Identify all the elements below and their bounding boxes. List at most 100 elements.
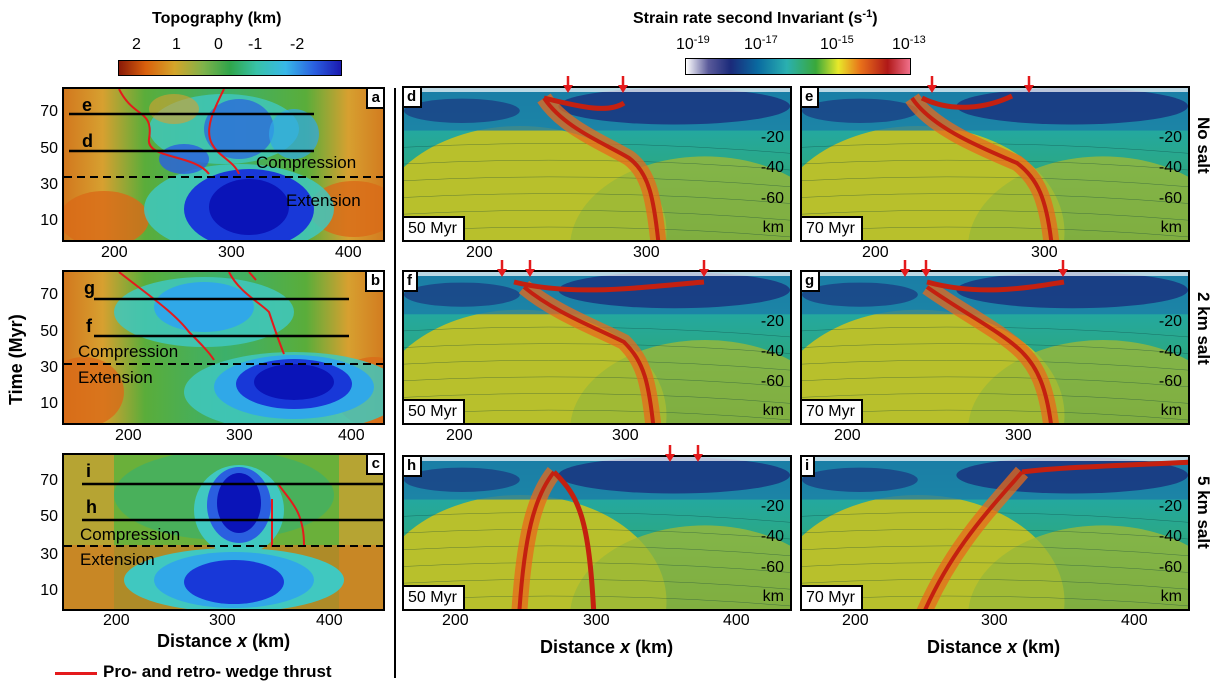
strain-tick: 10-19 [676,34,710,54]
topo-tick: -1 [248,36,263,53]
x-tick: 400 [335,244,362,261]
panel-letter: i [802,457,816,477]
x-tick: 400 [338,427,365,444]
y-tick: 10 [40,212,58,229]
depth-tick: -60 [1158,373,1182,391]
y-tick: 10 [40,395,58,412]
depth-tick: -40 [1158,528,1182,546]
time-label: 50 Myr [404,585,465,609]
strain-colorbar [685,58,911,75]
topo-tick: 1 [172,36,181,53]
panel-letter: h [404,457,423,477]
y-tick: 30 [40,176,58,193]
y-tick: 30 [40,359,58,376]
deformation-arrow-icon [525,260,535,277]
depth-tick: -60 [1158,189,1182,207]
x-tick: 200 [101,244,128,261]
y-tick: 50 [40,323,58,340]
panel-letter: e [802,88,820,108]
strain-tick: 10-13 [892,34,926,54]
depth-tick: -40 [760,528,784,546]
strain-panel-d: d 50 Myr km -20 -40 -60 [402,86,792,242]
strain-panel-f: f 50 Myr km -20 -40 -60 [402,270,792,425]
topo-colorbar-ticks: 2 1 0 -1 -2 [118,36,342,60]
legend-swatch [55,672,97,675]
depth-unit: km [762,588,784,605]
x-tick: 200 [466,244,493,261]
y-tick: 30 [40,546,58,563]
x-tick: 400 [1121,612,1148,629]
topo-tick: 0 [214,36,223,53]
strain-colorbar-ticks: 10-19 10-17 10-15 10-13 [676,34,936,58]
topo-panel-a: a e d Compression Extension [62,87,385,242]
depth-tick: -40 [1158,342,1182,360]
panel-letter: a [365,89,383,109]
x-tick: 200 [442,612,469,629]
depth-unit: km [762,402,784,419]
topo-colorbar-title: Topography (km) [152,10,282,27]
strain-colorbar-title: Strain rate second Invariant (s-1) [633,8,878,28]
depth-tick: -20 [1158,312,1182,330]
compression-label: Compression [80,525,181,544]
line-label: e [82,95,93,115]
x-tick: 300 [612,427,639,444]
panel-letter: d [404,88,423,108]
depth-tick: -60 [760,373,784,391]
deformation-arrow-icon [1058,260,1068,277]
x-tick: 300 [226,427,253,444]
line-label: f [86,316,92,336]
x-tick: 200 [842,612,869,629]
depth-unit: km [1160,219,1182,236]
topo-tick: 2 [132,36,141,53]
row-title: No salt [1194,117,1213,174]
deformation-arrow-icon [563,76,573,93]
row-title: 2 km salt [1194,292,1213,365]
line-label: d [82,131,93,151]
strain-panel-h: h 50 Myr km -20 -40 -60 [402,455,792,611]
x-axis-label-left: Distance x (km) [157,631,291,651]
deformation-arrow-icon [665,445,675,462]
strain-panel-i: i 70 Myr km -20 -40 -60 [800,455,1190,611]
extension-label: Extension [286,191,361,210]
x-tick: 300 [583,612,610,629]
strain-colorbar-title-end: ) [872,10,878,28]
extension-label: Extension [80,550,155,569]
depth-tick: -20 [760,129,784,147]
x-axis-label-mid: Distance x (km) [540,637,674,657]
time-label: 70 Myr [802,216,863,240]
depth-tick: -20 [1158,129,1182,147]
deformation-arrow-icon [927,76,937,93]
x-tick: 300 [1005,427,1032,444]
y-tick: 50 [40,140,58,157]
time-label: 70 Myr [802,585,863,609]
line-label: h [86,497,97,517]
strain-colorbar-title-sup: -1 [862,8,873,20]
time-label: 50 Myr [404,399,465,423]
x-tick: 300 [218,244,245,261]
y-tick: 70 [40,472,58,489]
panel-letter: f [404,272,418,292]
depth-tick: -40 [1158,159,1182,177]
time-label: 70 Myr [802,399,863,423]
y-axis-label: Time (Myr) [6,314,26,405]
strain-panel-g: g 70 Myr km -20 -40 -60 [800,270,1190,425]
panel-letter: b [364,272,383,292]
depth-tick: -20 [1158,498,1182,516]
depth-tick: -40 [760,342,784,360]
topo-panel-b: b g f Compression Extension [62,270,385,425]
deformation-arrow-icon [693,445,703,462]
topo-colorbar [118,60,342,76]
depth-unit: km [762,219,784,236]
depth-tick: -60 [1158,558,1182,576]
y-tick: 70 [40,103,58,120]
compression-label: Compression [78,342,179,361]
extension-label: Extension [78,368,153,387]
x-axis-label-right: Distance x (km) [927,637,1061,657]
depth-tick: -40 [760,159,784,177]
depth-tick: -20 [760,498,784,516]
depth-tick: -60 [760,189,784,207]
depth-tick: -20 [760,312,784,330]
panel-letter: c [365,455,383,475]
deformation-arrow-icon [618,76,628,93]
line-label: i [86,461,92,481]
